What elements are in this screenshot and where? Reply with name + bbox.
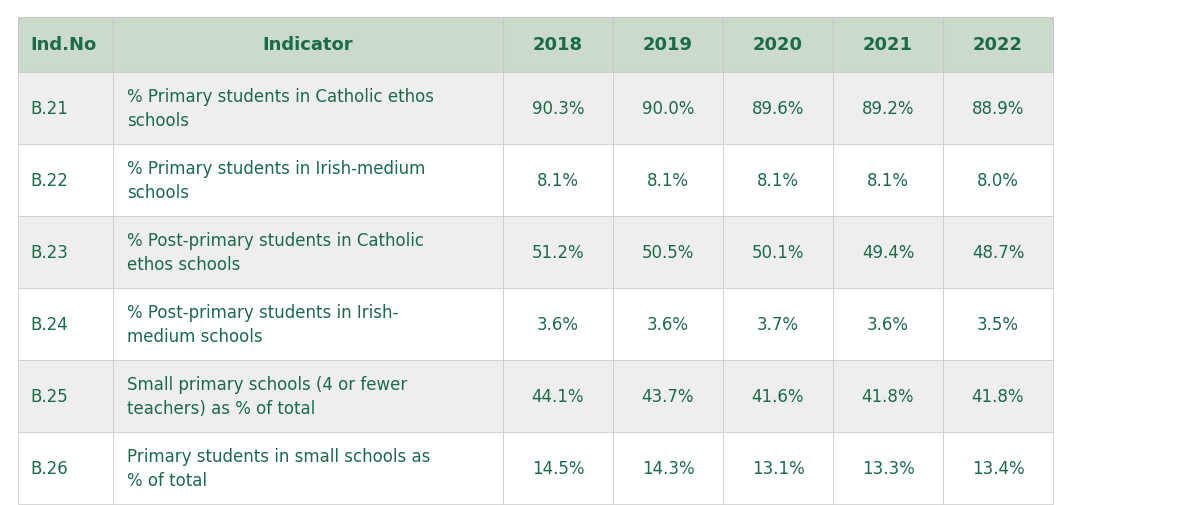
Bar [503,18,613,73]
Bar [18,288,113,360]
Bar [833,432,943,504]
Text: 3.6%: 3.6% [647,316,689,333]
Text: 90.0%: 90.0% [642,100,694,118]
Bar [943,73,1054,145]
Bar [113,18,503,73]
Bar [833,360,943,432]
Bar [503,217,613,288]
Bar [18,217,113,288]
Text: % Post-primary students in Catholic
ethos schools: % Post-primary students in Catholic etho… [127,232,424,273]
Bar [18,73,113,145]
Text: 41.6%: 41.6% [751,387,804,405]
Text: B.25: B.25 [30,387,67,405]
Bar [722,288,833,360]
Text: Primary students in small schools as
% of total: Primary students in small schools as % o… [127,447,431,489]
Bar [18,18,113,73]
Text: Indicator: Indicator [263,36,353,55]
Text: B.21: B.21 [30,100,68,118]
Text: B.24: B.24 [30,316,67,333]
Text: 14.3%: 14.3% [642,459,695,477]
Bar [113,432,503,504]
Bar [113,360,503,432]
Bar [18,432,113,504]
Text: 3.5%: 3.5% [977,316,1019,333]
Text: 89.2%: 89.2% [862,100,914,118]
Text: 2019: 2019 [643,36,694,55]
Bar [613,217,722,288]
Text: % Primary students in Catholic ethos
schools: % Primary students in Catholic ethos sch… [127,88,434,130]
Text: 89.6%: 89.6% [752,100,804,118]
Text: 49.4%: 49.4% [862,243,914,262]
Bar [722,145,833,217]
Bar [18,360,113,432]
Text: 44.1%: 44.1% [532,387,584,405]
Bar [722,432,833,504]
Text: 8.0%: 8.0% [977,172,1019,189]
Text: 3.7%: 3.7% [757,316,799,333]
Bar [943,288,1054,360]
Bar [943,217,1054,288]
Text: 48.7%: 48.7% [972,243,1024,262]
Text: Small primary schools (4 or fewer
teachers) as % of total: Small primary schools (4 or fewer teache… [127,375,407,417]
Bar [943,360,1054,432]
Text: 8.1%: 8.1% [538,172,580,189]
Bar [113,217,503,288]
Bar [943,18,1054,73]
Text: 51.2%: 51.2% [532,243,584,262]
Text: 8.1%: 8.1% [866,172,910,189]
Text: 8.1%: 8.1% [647,172,689,189]
Bar [613,288,722,360]
Bar [722,217,833,288]
Text: 13.1%: 13.1% [751,459,804,477]
Text: B.26: B.26 [30,459,67,477]
Text: B.23: B.23 [30,243,68,262]
Text: 50.5%: 50.5% [642,243,694,262]
Bar [722,360,833,432]
Bar [113,73,503,145]
Bar [503,360,613,432]
Text: 88.9%: 88.9% [972,100,1024,118]
Text: 3.6%: 3.6% [538,316,580,333]
Text: Ind.No: Ind.No [30,36,96,55]
Text: 90.3%: 90.3% [532,100,584,118]
Bar [503,432,613,504]
Text: 13.4%: 13.4% [972,459,1025,477]
Bar [113,145,503,217]
Bar [613,18,722,73]
Text: 2018: 2018 [533,36,583,55]
Text: B.22: B.22 [30,172,68,189]
Bar [613,73,722,145]
Text: % Primary students in Irish-medium
schools: % Primary students in Irish-medium schoo… [127,160,425,201]
Text: 14.5%: 14.5% [532,459,584,477]
Text: 8.1%: 8.1% [757,172,799,189]
Text: 41.8%: 41.8% [972,387,1025,405]
Text: 50.1%: 50.1% [751,243,804,262]
Bar [722,18,833,73]
Bar [722,73,833,145]
Text: 13.3%: 13.3% [862,459,914,477]
Bar [503,288,613,360]
Bar [613,145,722,217]
Text: % Post-primary students in Irish-
medium schools: % Post-primary students in Irish- medium… [127,304,398,345]
Bar [613,360,722,432]
Bar [833,217,943,288]
Text: 43.7%: 43.7% [642,387,695,405]
Bar [503,73,613,145]
Text: 3.6%: 3.6% [866,316,910,333]
Bar [943,432,1054,504]
Bar [943,145,1054,217]
Bar [503,145,613,217]
Text: 2022: 2022 [973,36,1022,55]
Text: 2021: 2021 [863,36,913,55]
Bar [833,145,943,217]
Text: 2020: 2020 [754,36,803,55]
Bar [613,432,722,504]
Text: 41.8%: 41.8% [862,387,914,405]
Bar [833,288,943,360]
Bar [833,73,943,145]
Bar [833,18,943,73]
Bar [18,145,113,217]
Bar [113,288,503,360]
